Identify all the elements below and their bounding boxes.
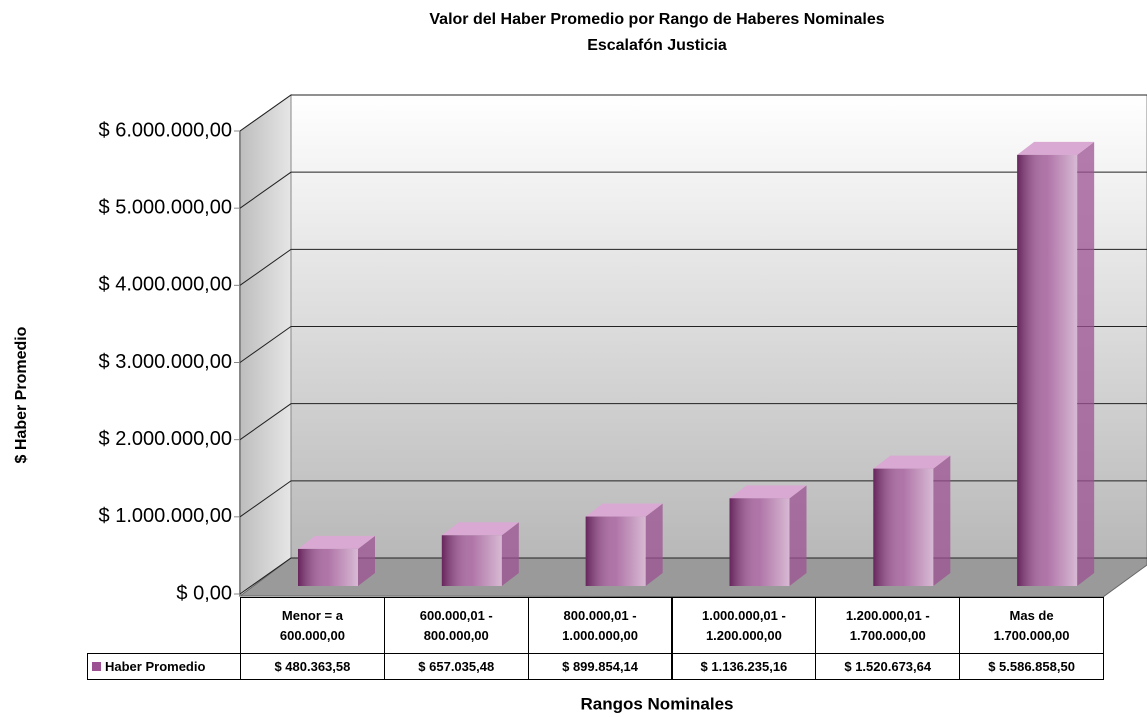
y-tick-label: $ 5.000.000,00 — [99, 196, 232, 218]
value-cell: $ 1.520.673,64 — [815, 653, 961, 680]
y-tick-label: $ 3.000.000,00 — [99, 351, 232, 373]
bar-side — [1077, 141, 1095, 587]
bar-side — [933, 455, 951, 586]
x-axis-label: Rangos Nominales — [580, 694, 733, 713]
bar-shine — [298, 548, 358, 586]
grid-line — [239, 403, 1147, 441]
chart-title: Valor del Haber Promedio por Rango de Ha… — [429, 11, 884, 28]
y-tick-label: $ 4.000.000,00 — [99, 274, 232, 296]
y-axis-label: $ Haber Promedio — [13, 326, 30, 463]
legend-label: Haber Promedio — [105, 658, 206, 674]
bar-shine — [585, 516, 646, 586]
y-tick-label: $ 0,00 — [176, 582, 232, 604]
bar-shine — [441, 535, 502, 586]
value-cell: $ 1.136.235,16 — [671, 653, 817, 680]
value-cell: $ 5.586.858,50 — [959, 653, 1104, 680]
value-cell: $ 899.854,14 — [527, 653, 673, 680]
bar-top — [298, 535, 375, 549]
value-cell: $ 480.363,58 — [240, 653, 385, 680]
bar-top — [585, 503, 663, 517]
category-cell: Mas de 1.700.000,00 — [959, 597, 1104, 654]
chart-subtitle: Escalafón Justicia — [587, 37, 727, 54]
bar-side — [501, 522, 519, 586]
bar-shine — [1017, 154, 1078, 587]
legend-swatch — [92, 662, 101, 671]
grid-line — [239, 480, 1147, 518]
bar-top — [1017, 141, 1095, 155]
grid-line — [239, 248, 1147, 286]
floor — [238, 557, 1147, 598]
legend-cell: Haber Promedio — [87, 653, 241, 680]
bar-side — [789, 485, 807, 586]
bar-side — [358, 535, 375, 586]
y-tick-label: $ 2.000.000,00 — [99, 428, 232, 450]
grid-line — [239, 171, 1147, 209]
bar-top — [873, 455, 951, 469]
bar-top — [441, 522, 519, 536]
grid-line — [239, 326, 1147, 363]
bar-top — [729, 485, 807, 499]
y-tick-label: $ 6.000.000,00 — [99, 119, 232, 141]
bar-shine — [873, 468, 934, 586]
category-cell: 1.200.000,01 - 1.700.000,00 — [815, 597, 961, 654]
category-cell: Menor = a 600.000,00 — [240, 597, 385, 654]
category-cell: 600.000,01 - 800.000,00 — [383, 597, 529, 654]
y-tick-label: $ 1.000.000,00 — [99, 505, 232, 527]
category-cell: 1.000.000,01 - 1.200.000,00 — [671, 597, 817, 654]
bar-side — [645, 503, 663, 586]
value-cell: $ 657.035,48 — [383, 653, 529, 680]
bar-shine — [729, 498, 790, 586]
category-cell: 800.000,01 - 1.000.000,00 — [527, 597, 673, 654]
grid-line — [239, 557, 1147, 595]
grid-line — [239, 94, 1147, 132]
